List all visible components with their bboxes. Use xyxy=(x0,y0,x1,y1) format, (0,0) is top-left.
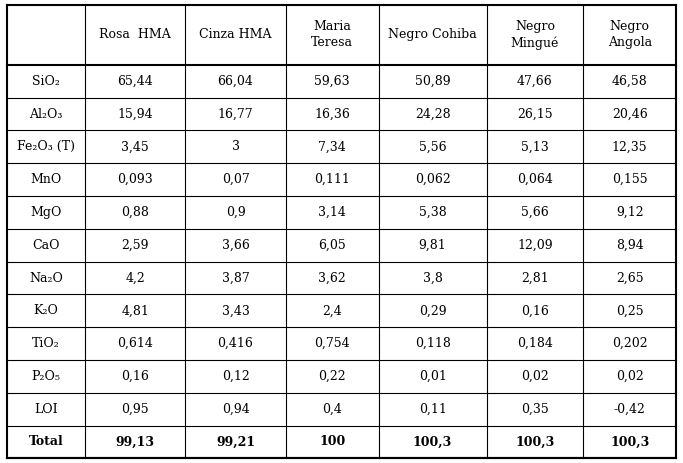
Text: 4,81: 4,81 xyxy=(121,304,149,317)
Text: MnO: MnO xyxy=(30,173,61,186)
Text: 20,46: 20,46 xyxy=(612,107,647,120)
Text: 100,3: 100,3 xyxy=(413,436,452,449)
Text: 3,62: 3,62 xyxy=(318,271,346,285)
Text: 7,34: 7,34 xyxy=(318,140,346,153)
Text: 59,63: 59,63 xyxy=(314,75,350,88)
Text: 2,65: 2,65 xyxy=(616,271,643,285)
Text: 0,754: 0,754 xyxy=(314,337,350,350)
Text: 0,16: 0,16 xyxy=(521,304,549,317)
Text: P₂O₅: P₂O₅ xyxy=(31,370,60,383)
Text: Fe₂O₃ (T): Fe₂O₃ (T) xyxy=(17,140,75,153)
Text: 2,59: 2,59 xyxy=(122,239,149,252)
Text: 16,36: 16,36 xyxy=(314,107,350,120)
Text: 0,02: 0,02 xyxy=(521,370,548,383)
Text: 0,16: 0,16 xyxy=(121,370,149,383)
Text: 0,111: 0,111 xyxy=(314,173,350,186)
Text: 100: 100 xyxy=(319,436,346,449)
Text: 0,155: 0,155 xyxy=(612,173,647,186)
Text: 47,66: 47,66 xyxy=(517,75,553,88)
Text: 3,14: 3,14 xyxy=(318,206,346,219)
Text: 65,44: 65,44 xyxy=(117,75,153,88)
Text: 5,66: 5,66 xyxy=(521,206,548,219)
Text: CaO: CaO xyxy=(32,239,59,252)
Text: 0,07: 0,07 xyxy=(222,173,249,186)
Text: 0,4: 0,4 xyxy=(322,403,342,416)
Text: 3,45: 3,45 xyxy=(122,140,149,153)
Text: 0,064: 0,064 xyxy=(517,173,553,186)
Text: Na₂O: Na₂O xyxy=(29,271,63,285)
Text: 0,184: 0,184 xyxy=(517,337,553,350)
Text: 50,89: 50,89 xyxy=(415,75,450,88)
Text: 15,94: 15,94 xyxy=(117,107,153,120)
Text: 5,56: 5,56 xyxy=(419,140,447,153)
Text: Negro
Angola: Negro Angola xyxy=(608,20,652,49)
Text: 26,15: 26,15 xyxy=(517,107,553,120)
Text: 8,94: 8,94 xyxy=(616,239,643,252)
Text: 100,3: 100,3 xyxy=(515,436,555,449)
Text: 0,118: 0,118 xyxy=(415,337,451,350)
Text: 2,4: 2,4 xyxy=(322,304,342,317)
Text: 0,11: 0,11 xyxy=(419,403,447,416)
Text: 100,3: 100,3 xyxy=(610,436,650,449)
Text: 3,66: 3,66 xyxy=(221,239,249,252)
Text: 0,614: 0,614 xyxy=(117,337,153,350)
Text: 12,35: 12,35 xyxy=(612,140,647,153)
Text: 0,94: 0,94 xyxy=(222,403,249,416)
Text: 0,22: 0,22 xyxy=(318,370,346,383)
Text: 99,13: 99,13 xyxy=(115,436,154,449)
Text: 5,13: 5,13 xyxy=(521,140,548,153)
Text: 3,8: 3,8 xyxy=(423,271,443,285)
Text: 0,416: 0,416 xyxy=(218,337,253,350)
Text: 0,25: 0,25 xyxy=(616,304,643,317)
Text: TiO₂: TiO₂ xyxy=(32,337,59,350)
Text: 46,58: 46,58 xyxy=(612,75,647,88)
Text: 6,05: 6,05 xyxy=(318,239,346,252)
Text: 0,88: 0,88 xyxy=(121,206,149,219)
Text: LOI: LOI xyxy=(34,403,57,416)
Text: 66,04: 66,04 xyxy=(218,75,253,88)
Text: 9,12: 9,12 xyxy=(616,206,643,219)
Text: -0,42: -0,42 xyxy=(614,403,645,416)
Text: 99,21: 99,21 xyxy=(216,436,255,449)
Text: 0,202: 0,202 xyxy=(612,337,647,350)
Text: 0,062: 0,062 xyxy=(415,173,451,186)
Text: 9,81: 9,81 xyxy=(419,239,447,252)
Text: Negro Cohiba: Negro Cohiba xyxy=(388,28,477,41)
Text: K₂O: K₂O xyxy=(33,304,58,317)
Text: 0,12: 0,12 xyxy=(222,370,249,383)
Text: MgO: MgO xyxy=(30,206,61,219)
Text: 0,02: 0,02 xyxy=(616,370,643,383)
Text: Maria
Teresa: Maria Teresa xyxy=(311,20,353,49)
Text: 2,81: 2,81 xyxy=(521,271,548,285)
Text: Al₂O₃: Al₂O₃ xyxy=(29,107,63,120)
Text: 3,43: 3,43 xyxy=(221,304,249,317)
Text: 0,35: 0,35 xyxy=(521,403,548,416)
Text: SiO₂: SiO₂ xyxy=(32,75,60,88)
Text: 3: 3 xyxy=(232,140,240,153)
Text: 12,09: 12,09 xyxy=(517,239,553,252)
Text: 4,2: 4,2 xyxy=(125,271,145,285)
Text: 0,29: 0,29 xyxy=(419,304,447,317)
Text: 3,87: 3,87 xyxy=(222,271,249,285)
Text: 5,38: 5,38 xyxy=(419,206,447,219)
Text: Total: Total xyxy=(29,436,64,449)
Text: Rosa  HMA: Rosa HMA xyxy=(99,28,171,41)
Text: Cinza HMA: Cinza HMA xyxy=(199,28,272,41)
Text: 0,95: 0,95 xyxy=(122,403,149,416)
Text: 0,9: 0,9 xyxy=(225,206,245,219)
Text: 0,093: 0,093 xyxy=(117,173,153,186)
Text: 16,77: 16,77 xyxy=(218,107,253,120)
Text: Negro
Mingué: Negro Mingué xyxy=(511,20,559,50)
Text: 24,28: 24,28 xyxy=(415,107,450,120)
Text: 0,01: 0,01 xyxy=(419,370,447,383)
